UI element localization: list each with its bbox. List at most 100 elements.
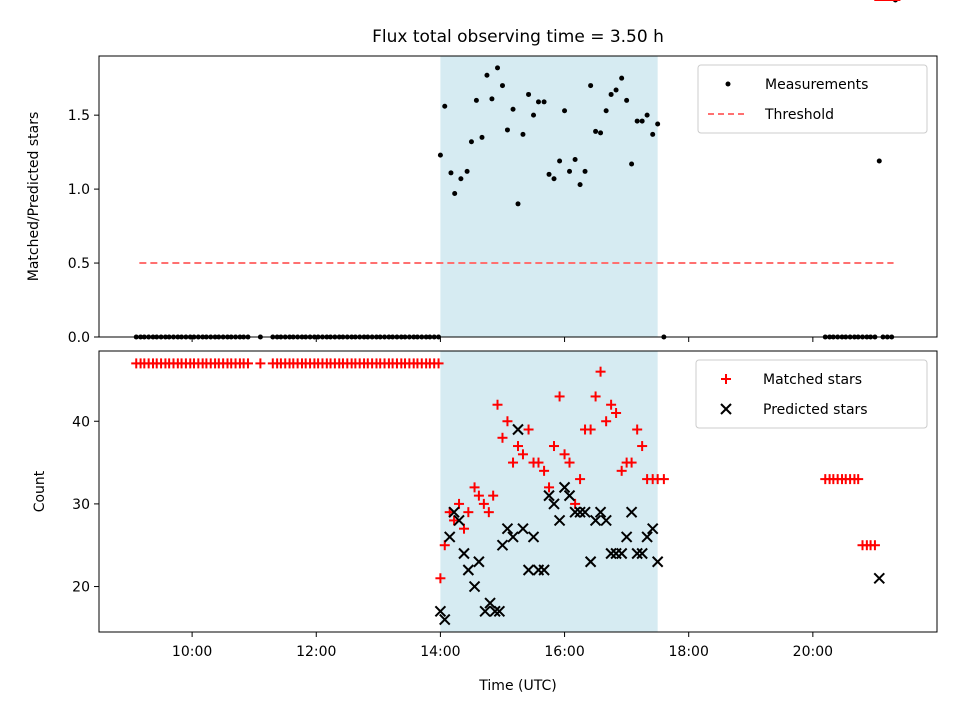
matched-star-point (492, 399, 503, 410)
top-panel: 0.0 0.5 1.0 1.5 Matched/Predicted stars Mea… (26, 0, 938, 346)
predicted-star-point (489, 605, 501, 618)
measurement-point (515, 201, 521, 207)
matched-star-point (463, 507, 474, 518)
x-stroke (434, 605, 447, 618)
x-stroke (579, 506, 591, 518)
measurement-point (588, 83, 594, 89)
matched-star-point (626, 457, 637, 468)
matched-star-point (559, 449, 570, 460)
predicted-star-point (538, 564, 550, 576)
matched-star-point (616, 465, 627, 476)
measurement-point (619, 75, 625, 81)
predicted-star-point (543, 489, 555, 502)
x-stroke (631, 547, 643, 560)
predicted-star-point (522, 564, 535, 576)
x-stroke (651, 556, 664, 568)
top-highlight-span (440, 56, 658, 337)
matched-star-point (595, 366, 606, 377)
matched-star-point (632, 424, 643, 435)
matched-star-point (449, 515, 460, 526)
matched-star-point (488, 490, 499, 501)
bottom-axes-frame (98, 350, 938, 633)
x-stroke (479, 605, 491, 618)
measurement-point (546, 171, 552, 177)
measurement-point (541, 99, 547, 105)
predicted-star-point (569, 506, 581, 518)
predicted-star-point (600, 514, 612, 527)
predicted-star-point (458, 547, 470, 560)
x-stroke (873, 572, 885, 584)
measurement-point (535, 99, 541, 105)
matched-star-point (554, 391, 565, 402)
x-tick-label: 20:00 (793, 644, 833, 660)
measurement-point (484, 72, 490, 78)
x-stroke (439, 613, 451, 626)
top-legend-box (697, 64, 928, 134)
matched-star-point (435, 573, 446, 584)
x-stroke (522, 564, 535, 576)
x-tick-label: 10:00 (172, 644, 212, 660)
bottom-panel: 10:00 12:00 14:00 16:00 18:00 20:00 20 30 40 Co… (32, 0, 938, 694)
predicted-star-point (496, 539, 509, 551)
measurement-point (634, 118, 640, 124)
measurement-point (562, 108, 568, 114)
predicted-star-point (631, 547, 643, 560)
predicted-star-point (563, 489, 576, 502)
matched-star-point (611, 407, 622, 418)
y-tick-label: 1.5 (68, 108, 90, 124)
matched-star-point (585, 424, 596, 435)
measurement-point (598, 130, 604, 136)
predicted-star-point (448, 506, 460, 518)
matched-star-point (549, 441, 560, 452)
x-stroke (473, 556, 485, 568)
matched-star-point (433, 358, 444, 369)
x-stroke (646, 522, 659, 535)
top-x-ticks (191, 337, 814, 342)
top-legend: Measurements Threshold (697, 64, 928, 134)
measurement-point (473, 97, 479, 103)
top-y-ticks: 0.0 0.5 1.0 1.5 (68, 108, 99, 346)
predicted-star-point (589, 514, 602, 527)
x-stroke (496, 539, 509, 551)
matched-stars-points (131, 0, 901, 584)
x-stroke (569, 506, 581, 518)
legend-plus (721, 374, 731, 384)
measurement-point (582, 168, 588, 174)
x-tick-label: 14:00 (420, 644, 460, 660)
matched-star-point (483, 507, 494, 518)
chart-title: Flux total observing time = 3.50 h (372, 27, 664, 47)
measurement-point (520, 131, 526, 137)
x-stroke (584, 556, 597, 568)
measurement-point (479, 134, 485, 140)
matched-star-point (575, 474, 586, 485)
x-stroke (444, 531, 456, 543)
predicted-star-point (493, 605, 506, 618)
measurement-point (557, 158, 563, 164)
measurement-point (526, 91, 532, 97)
x-stroke (548, 498, 560, 510)
matched-star-point (539, 465, 550, 476)
matched-star-point (658, 474, 669, 485)
x-stroke (489, 605, 501, 618)
predicted-star-point (605, 547, 617, 560)
bottom-y-axis-label: Count (32, 470, 48, 512)
measurement-point (608, 91, 614, 97)
bottom-legend-box (695, 359, 928, 429)
x-axis-label: Time (UTC) (478, 678, 556, 694)
legend-matched-label: Matched stars (763, 372, 862, 388)
matched-star-point (255, 358, 266, 369)
x-stroke (600, 514, 612, 527)
legend-threshold-label: Threshold (764, 107, 834, 123)
x-stroke (720, 403, 732, 415)
legend-predicted-label: Predicted stars (763, 402, 868, 418)
matched-star-point (497, 432, 508, 443)
x-stroke (636, 547, 648, 560)
predicted-star-point (558, 481, 571, 494)
predicted-star-point (434, 605, 447, 618)
measurement-point (629, 161, 635, 167)
matched-star-point (590, 391, 601, 402)
bottom-x-ticks: 10:00 12:00 14:00 16:00 18:00 20:00 (172, 632, 833, 660)
matched-star-point (242, 358, 253, 369)
measurement-point (468, 139, 474, 145)
